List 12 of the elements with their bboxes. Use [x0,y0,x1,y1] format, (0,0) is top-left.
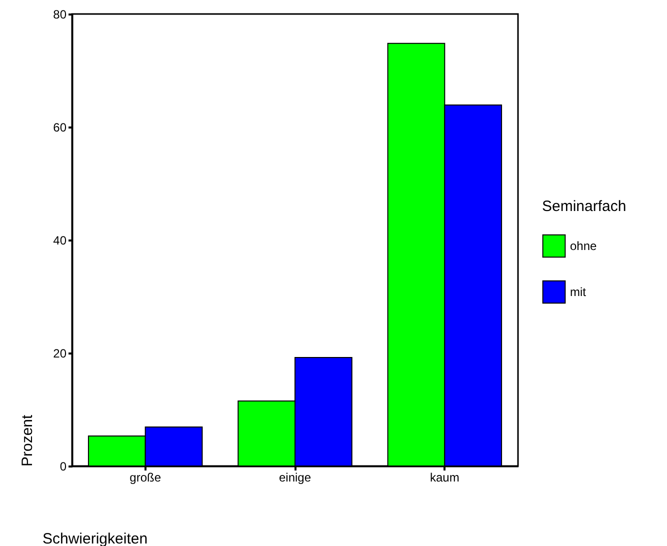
y-tick-label: 0 [60,460,67,474]
y-tick-label: 80 [53,8,67,22]
x-tick-label: große [130,470,162,484]
legend-label: ohne [570,239,598,253]
y-axis-title: Prozent [19,414,36,466]
x-tick-label: einige [278,470,312,484]
legend-title: Seminarfach [542,198,626,215]
legend-label: mit [570,285,587,299]
y-tick-label: 60 [53,120,67,134]
x-tick-label: kaum [430,470,460,484]
y-tick-label: 20 [53,346,67,360]
y-tick-label: 40 [53,234,67,248]
